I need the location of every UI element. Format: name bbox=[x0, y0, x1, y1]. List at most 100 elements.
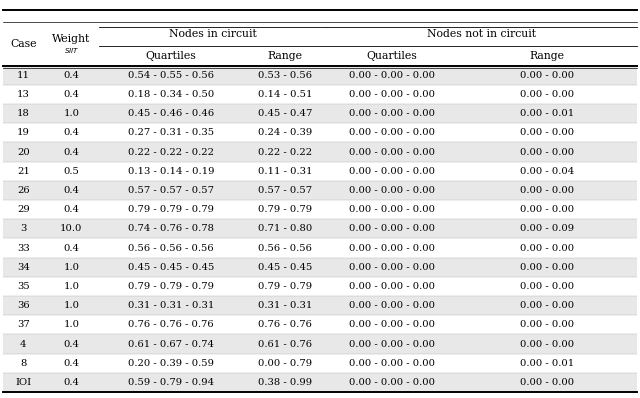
Text: 0.00 - 0.04: 0.00 - 0.04 bbox=[520, 167, 574, 176]
Text: 0.4: 0.4 bbox=[63, 339, 79, 349]
Text: 0.18 - 0.34 - 0.50: 0.18 - 0.34 - 0.50 bbox=[128, 90, 214, 99]
Text: 1.0: 1.0 bbox=[63, 320, 79, 329]
Text: 0.31 - 0.31 - 0.31: 0.31 - 0.31 - 0.31 bbox=[128, 301, 214, 310]
Text: 1.0: 1.0 bbox=[63, 282, 79, 291]
Text: 0.00 - 0.00 - 0.00: 0.00 - 0.00 - 0.00 bbox=[349, 109, 435, 118]
Text: 0.00 - 0.00 - 0.00: 0.00 - 0.00 - 0.00 bbox=[349, 378, 435, 387]
Text: 0.45 - 0.45: 0.45 - 0.45 bbox=[258, 263, 312, 272]
Text: 0.4: 0.4 bbox=[63, 378, 79, 387]
Text: 0.00 - 0.00 - 0.00: 0.00 - 0.00 - 0.00 bbox=[349, 320, 435, 329]
Text: 0.00 - 0.00: 0.00 - 0.00 bbox=[520, 320, 574, 329]
Text: 1.0: 1.0 bbox=[63, 109, 79, 118]
Text: 0.57 - 0.57: 0.57 - 0.57 bbox=[258, 186, 312, 195]
Bar bbox=[3, 104, 637, 123]
Text: 0.00 - 0.00: 0.00 - 0.00 bbox=[520, 263, 574, 272]
Text: 0.00 - 0.00: 0.00 - 0.00 bbox=[520, 244, 574, 253]
Text: 0.59 - 0.79 - 0.94: 0.59 - 0.79 - 0.94 bbox=[128, 378, 214, 387]
Text: 29: 29 bbox=[17, 205, 29, 214]
Text: 0.45 - 0.46 - 0.46: 0.45 - 0.46 - 0.46 bbox=[128, 109, 214, 118]
Text: 0.00 - 0.00: 0.00 - 0.00 bbox=[520, 90, 574, 99]
Text: 0.00 - 0.00: 0.00 - 0.00 bbox=[520, 282, 574, 291]
Text: 0.38 - 0.99: 0.38 - 0.99 bbox=[258, 378, 312, 387]
Text: 0.00 - 0.00 - 0.00: 0.00 - 0.00 - 0.00 bbox=[349, 71, 435, 80]
Text: 0.00 - 0.00: 0.00 - 0.00 bbox=[520, 129, 574, 137]
Text: 0.00 - 0.01: 0.00 - 0.01 bbox=[520, 109, 574, 118]
Text: 0.22 - 0.22 - 0.22: 0.22 - 0.22 - 0.22 bbox=[128, 148, 214, 156]
Text: 0.00 - 0.79: 0.00 - 0.79 bbox=[258, 359, 312, 368]
Text: 0.00 - 0.00 - 0.00: 0.00 - 0.00 - 0.00 bbox=[349, 224, 435, 233]
Bar bbox=[3, 142, 637, 162]
Text: 0.79 - 0.79: 0.79 - 0.79 bbox=[258, 282, 312, 291]
Text: 0.22 - 0.22: 0.22 - 0.22 bbox=[258, 148, 312, 156]
Text: 0.00 - 0.00 - 0.00: 0.00 - 0.00 - 0.00 bbox=[349, 148, 435, 156]
Bar bbox=[3, 66, 637, 85]
Bar bbox=[3, 334, 637, 354]
Text: Case: Case bbox=[10, 39, 36, 49]
Text: 0.00 - 0.00: 0.00 - 0.00 bbox=[520, 205, 574, 214]
Text: Nodes in circuit: Nodes in circuit bbox=[169, 29, 257, 39]
Text: 0.00 - 0.09: 0.00 - 0.09 bbox=[520, 224, 574, 233]
Bar bbox=[3, 181, 637, 200]
Text: 0.56 - 0.56: 0.56 - 0.56 bbox=[258, 244, 312, 253]
Text: 0.4: 0.4 bbox=[63, 71, 79, 80]
Text: 0.00 - 0.00: 0.00 - 0.00 bbox=[520, 301, 574, 310]
Text: 0.24 - 0.39: 0.24 - 0.39 bbox=[258, 129, 312, 137]
Text: Quartiles: Quartiles bbox=[367, 51, 417, 61]
Text: 0.53 - 0.56: 0.53 - 0.56 bbox=[258, 71, 312, 80]
Bar bbox=[3, 373, 637, 392]
Bar bbox=[3, 219, 637, 238]
Text: 0.00 - 0.00: 0.00 - 0.00 bbox=[520, 378, 574, 387]
Text: 0.5: 0.5 bbox=[63, 167, 79, 176]
Text: 3: 3 bbox=[20, 224, 26, 233]
Text: 0.00 - 0.00: 0.00 - 0.00 bbox=[520, 186, 574, 195]
Text: 4: 4 bbox=[20, 339, 27, 349]
Text: 10.0: 10.0 bbox=[60, 224, 83, 233]
Text: 0.45 - 0.47: 0.45 - 0.47 bbox=[258, 109, 312, 118]
Text: 0.57 - 0.57 - 0.57: 0.57 - 0.57 - 0.57 bbox=[128, 186, 214, 195]
Text: Quartiles: Quartiles bbox=[146, 51, 196, 61]
Text: 0.00 - 0.00 - 0.00: 0.00 - 0.00 - 0.00 bbox=[349, 339, 435, 349]
Text: 0.79 - 0.79 - 0.79: 0.79 - 0.79 - 0.79 bbox=[128, 282, 214, 291]
Text: 0.76 - 0.76 - 0.76: 0.76 - 0.76 - 0.76 bbox=[129, 320, 214, 329]
Text: 0.00 - 0.00: 0.00 - 0.00 bbox=[520, 339, 574, 349]
Text: 0.00 - 0.00 - 0.00: 0.00 - 0.00 - 0.00 bbox=[349, 186, 435, 195]
Text: 26: 26 bbox=[17, 186, 29, 195]
Text: 0.00 - 0.00 - 0.00: 0.00 - 0.00 - 0.00 bbox=[349, 282, 435, 291]
Text: Nodes not in circuit: Nodes not in circuit bbox=[427, 29, 536, 39]
Text: 0.00 - 0.00: 0.00 - 0.00 bbox=[520, 71, 574, 80]
Text: Weight: Weight bbox=[52, 34, 90, 44]
Text: 0.00 - 0.00 - 0.00: 0.00 - 0.00 - 0.00 bbox=[349, 301, 435, 310]
Text: 0.61 - 0.67 - 0.74: 0.61 - 0.67 - 0.74 bbox=[128, 339, 214, 349]
Text: 0.56 - 0.56 - 0.56: 0.56 - 0.56 - 0.56 bbox=[129, 244, 214, 253]
Text: 0.00 - 0.00: 0.00 - 0.00 bbox=[520, 148, 574, 156]
Text: 37: 37 bbox=[17, 320, 29, 329]
Text: 20: 20 bbox=[17, 148, 29, 156]
Text: 0.4: 0.4 bbox=[63, 186, 79, 195]
Text: 0.20 - 0.39 - 0.59: 0.20 - 0.39 - 0.59 bbox=[128, 359, 214, 368]
Text: 0.00 - 0.01: 0.00 - 0.01 bbox=[520, 359, 574, 368]
Text: 0.76 - 0.76: 0.76 - 0.76 bbox=[258, 320, 312, 329]
Text: 0.11 - 0.31: 0.11 - 0.31 bbox=[257, 167, 312, 176]
Text: 0.79 - 0.79: 0.79 - 0.79 bbox=[258, 205, 312, 214]
Text: 0.4: 0.4 bbox=[63, 205, 79, 214]
Text: 0.61 - 0.76: 0.61 - 0.76 bbox=[258, 339, 312, 349]
Text: 0.31 - 0.31: 0.31 - 0.31 bbox=[258, 301, 312, 310]
Text: Range: Range bbox=[530, 51, 564, 61]
Text: 0.4: 0.4 bbox=[63, 148, 79, 156]
Bar bbox=[3, 296, 637, 315]
Text: $_{SIIT}$: $_{SIIT}$ bbox=[63, 46, 79, 56]
Text: 0.00 - 0.00 - 0.00: 0.00 - 0.00 - 0.00 bbox=[349, 129, 435, 137]
Text: 0.54 - 0.55 - 0.56: 0.54 - 0.55 - 0.56 bbox=[128, 71, 214, 80]
Text: 0.4: 0.4 bbox=[63, 129, 79, 137]
Text: 8: 8 bbox=[20, 359, 26, 368]
Text: 35: 35 bbox=[17, 282, 29, 291]
Bar bbox=[3, 258, 637, 277]
Text: 1.0: 1.0 bbox=[63, 263, 79, 272]
Text: 36: 36 bbox=[17, 301, 29, 310]
Text: 19: 19 bbox=[17, 129, 30, 137]
Text: 0.4: 0.4 bbox=[63, 359, 79, 368]
Text: 34: 34 bbox=[17, 263, 30, 272]
Text: 0.74 - 0.76 - 0.78: 0.74 - 0.76 - 0.78 bbox=[128, 224, 214, 233]
Text: 0.71 - 0.80: 0.71 - 0.80 bbox=[258, 224, 312, 233]
Text: 0.27 - 0.31 - 0.35: 0.27 - 0.31 - 0.35 bbox=[128, 129, 214, 137]
